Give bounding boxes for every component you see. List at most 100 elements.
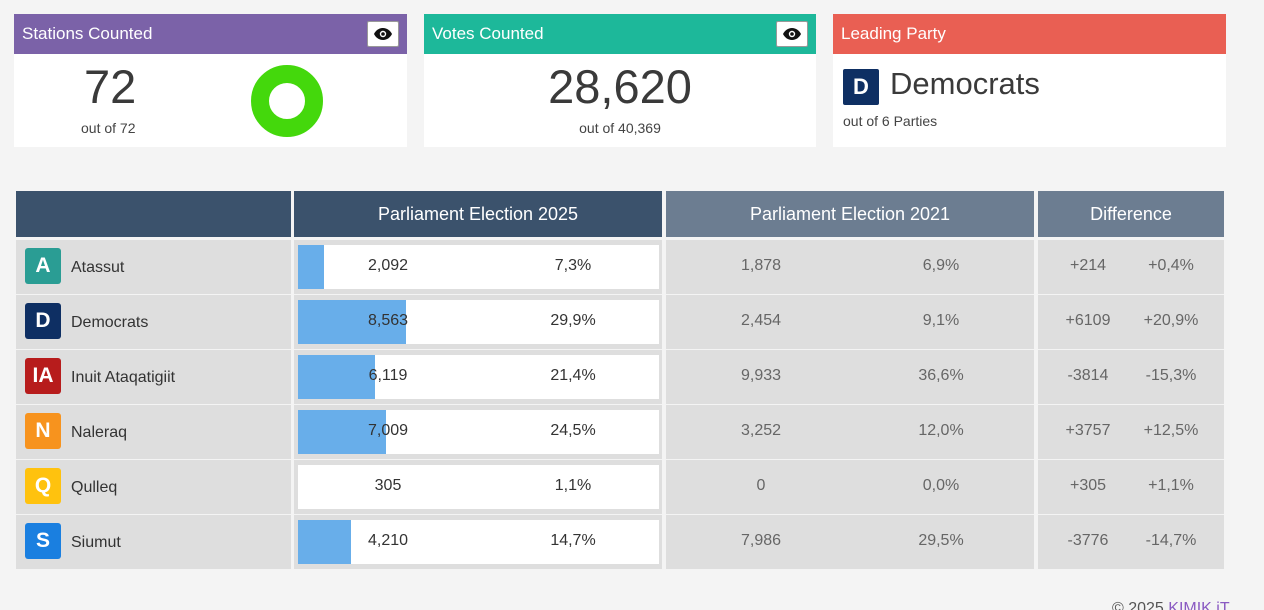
table-row: S Siumut 4,210 14,7% 7,986 29,5% -3776 -14,7% [16,515,1224,569]
footer-link[interactable]: KIMIK iT [1168,600,1230,610]
percent-2021: 9,1% [922,312,960,329]
party-badge: Q [25,468,61,504]
votes-2025: 6,119 [368,367,408,384]
election-2021-cell: 9,933 36,6% [666,350,1034,404]
vote-share-fill [298,355,375,399]
leading-party-badge: D [843,69,879,105]
percent-2021: 12,0% [918,422,964,439]
percent-2025: 1,1% [554,477,592,494]
vote-share-fill [298,300,406,344]
votes-counted-sub: out of 40,369 [579,120,661,136]
stations-counted-value: 72 [84,60,137,113]
difference-votes: -3814 [1067,367,1109,384]
difference-cell: -3776 -14,7% [1038,515,1224,569]
votes-counted-title: Votes Counted [432,24,544,43]
votes-2021: 9,933 [740,367,782,384]
party-cell: D Democrats [16,295,291,349]
difference-percent: +12,5% [1143,422,1199,439]
vote-share-bar: 4,210 14,7% [298,520,659,564]
stations-progress-donut [251,65,323,137]
percent-2025: 14,7% [550,532,596,549]
table-row: D Democrats 8,563 29,9% 2,454 9,1% +6109 +20,9% [16,295,1224,349]
election-2021-cell: 0 0,0% [666,460,1034,514]
election-2021-header: Parliament Election 2021 [666,191,1034,237]
difference-cell: +3757 +12,5% [1038,405,1224,459]
difference-votes: +305 [1069,477,1107,494]
party-badge: N [25,413,61,449]
vote-share-bar: 8,563 29,9% [298,300,659,344]
difference-cell: +305 +1,1% [1038,460,1224,514]
stations-counted-sub: out of 72 [81,120,136,136]
difference-votes: +6109 [1065,312,1111,329]
party-name: Democrats [71,314,149,331]
difference-percent: -15,3% [1145,367,1197,384]
vote-share-bar: 2,092 7,3% [298,245,659,289]
votes-2021: 7,986 [740,532,782,549]
election-2025-header: Parliament Election 2025 [294,191,662,237]
party-cell: Q Qulleq [16,460,291,514]
difference-percent: -14,7% [1145,532,1197,549]
difference-cell: +214 +0,4% [1038,240,1224,294]
leading-party-header: Leading Party [833,14,1226,54]
party-badge: S [25,523,61,559]
votes-counted-card: Votes Counted 28,620 out of 40,369 [424,14,816,147]
leading-party-name: Democrats [890,66,1040,101]
vote-share-fill [298,245,324,289]
stations-counted-card: Stations Counted 72 out of 72 [14,14,407,147]
party-name: Siumut [71,534,121,551]
difference-percent: +0,4% [1148,257,1194,274]
difference-cell: -3814 -15,3% [1038,350,1224,404]
percent-2025: 24,5% [550,422,596,439]
election-2025-cell: 4,210 14,7% [294,515,662,569]
party-column-header [16,191,291,237]
election-2021-cell: 1,878 6,9% [666,240,1034,294]
stations-counted-header: Stations Counted [14,14,407,54]
eye-icon [783,28,801,40]
difference-votes: +3757 [1065,422,1111,439]
election-2021-cell: 7,986 29,5% [666,515,1034,569]
election-2021-cell: 2,454 9,1% [666,295,1034,349]
party-badge: D [25,303,61,339]
votes-2021: 2,454 [740,312,782,329]
percent-2021: 29,5% [918,532,964,549]
votes-2021: 1,878 [740,257,782,274]
votes-2021: 3,252 [740,422,782,439]
difference-cell: +6109 +20,9% [1038,295,1224,349]
vote-share-fill [298,410,386,454]
table-row: Q Qulleq 305 1,1% 0 0,0% +305 +1,1% [16,460,1224,514]
votes-2025: 2,092 [368,257,409,274]
party-badge: A [25,248,61,284]
table-row: A Atassut 2,092 7,3% 1,878 6,9% +214 +0,4% [16,240,1224,294]
eye-icon [374,28,392,40]
votes-visibility-button[interactable] [776,21,808,47]
party-name: Inuit Ataqatigiit [71,369,176,386]
votes-counted-header: Votes Counted [424,14,816,54]
table-row: N Naleraq 7,009 24,5% 3,252 12,0% +3757 +12,5% [16,405,1224,459]
percent-2025: 29,9% [550,312,596,329]
difference-percent: +1,1% [1148,477,1194,494]
table-row: IA Inuit Ataqatigiit 6,119 21,4% 9,933 36,6% -… [16,350,1224,404]
election-2025-cell: 305 1,1% [294,460,662,514]
difference-header: Difference [1038,191,1224,237]
party-name: Naleraq [71,424,128,441]
votes-counted-value: 28,620 [548,60,692,113]
difference-votes: -3776 [1067,532,1109,549]
party-cell: N Naleraq [16,405,291,459]
leading-party-card: Leading Party D Democrats out of 6 Parti… [833,14,1226,147]
percent-2021: 0,0% [922,477,960,494]
vote-share-fill [298,520,351,564]
difference-votes: +214 [1069,257,1107,274]
votes-2025: 4,210 [368,532,409,549]
vote-share-bar: 7,009 24,5% [298,410,659,454]
leading-party-sub: out of 6 Parties [843,113,938,129]
vote-share-bar: 6,119 21,4% [298,355,659,399]
election-2025-cell: 8,563 29,9% [294,295,662,349]
votes-2025: 7,009 [368,422,409,439]
stations-visibility-button[interactable] [367,21,399,47]
leading-party-title: Leading Party [841,24,946,43]
percent-2025: 7,3% [554,257,592,274]
vote-share-bar: 305 1,1% [298,465,659,509]
party-cell: IA Inuit Ataqatigiit [16,350,291,404]
footer-copyright: © 2025 [1112,600,1169,610]
party-cell: A Atassut [16,240,291,294]
